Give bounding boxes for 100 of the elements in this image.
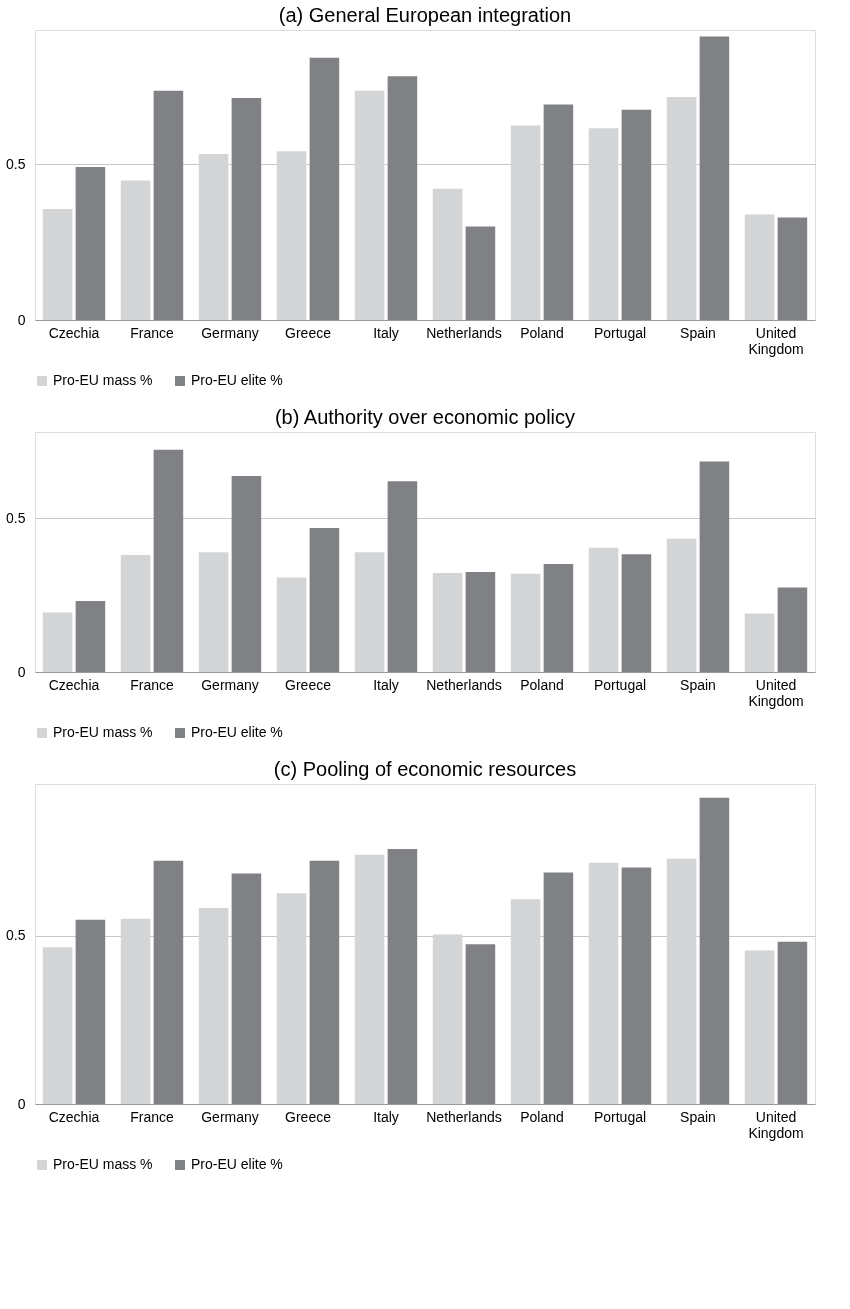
bar [543, 104, 574, 320]
bar [153, 90, 184, 320]
legend-label: Pro-EU elite % [191, 724, 283, 740]
bar [75, 600, 106, 672]
bar [387, 76, 418, 320]
bar [588, 862, 619, 1104]
y-tick-label: 0 [17, 663, 26, 680]
bar [276, 151, 307, 320]
bar [510, 125, 541, 320]
y-tick-label: 0.5 [6, 509, 26, 526]
x-tick-label: Netherlands [426, 1108, 502, 1125]
bar [75, 919, 106, 1104]
bar [432, 188, 463, 320]
bar [387, 481, 418, 672]
legend-label: Pro-EU mass % [53, 724, 153, 740]
y-tick-label: 0 [17, 1095, 26, 1112]
x-tick-label: United Kingdom [748, 676, 804, 709]
bar [666, 97, 697, 320]
x-tick-label: Spain [680, 676, 716, 693]
x-tick-label: Poland [520, 1108, 564, 1125]
bar [543, 564, 574, 672]
bar [621, 867, 652, 1104]
bar [744, 613, 775, 672]
x-tick-label: Poland [520, 324, 564, 341]
x-tick-label: United Kingdom [748, 324, 804, 357]
bar [42, 208, 73, 320]
bar [465, 944, 496, 1104]
bar [777, 217, 808, 320]
chart-title: (c) Pooling of economic resources [273, 758, 577, 780]
bar [153, 449, 184, 672]
legend-label: Pro-EU elite % [191, 372, 283, 388]
x-tick-label: France [130, 676, 174, 693]
x-tick-label: Portugal [593, 676, 647, 693]
x-tick-label: Greece [285, 676, 332, 693]
x-tick-label: Spain [680, 324, 716, 341]
bar [276, 577, 307, 672]
x-tick-label: France [130, 324, 174, 341]
x-tick-label: Germany [201, 676, 259, 693]
bar [354, 90, 385, 320]
bar [231, 476, 262, 672]
bar [120, 555, 151, 672]
bar [510, 899, 541, 1104]
x-tick-label: Greece [285, 1108, 332, 1125]
chart-title: (a) General European integration [278, 4, 572, 26]
x-tick-label: Germany [201, 324, 259, 341]
chart-title: (b) Authority over economic policy [274, 406, 576, 428]
bar [666, 538, 697, 672]
bar [699, 797, 730, 1104]
bar [231, 873, 262, 1104]
bar [432, 934, 463, 1104]
bar [120, 918, 151, 1104]
bar [744, 214, 775, 320]
bar [777, 941, 808, 1104]
bar [465, 226, 496, 320]
x-tick-label: Italy [373, 1108, 399, 1125]
x-tick-label: France [130, 1108, 174, 1125]
bar [465, 572, 496, 672]
bar [198, 552, 229, 672]
x-tick-label: Spain [680, 1108, 716, 1125]
bar [744, 950, 775, 1104]
bar [510, 573, 541, 672]
bar [153, 860, 184, 1104]
x-tick-label: Czechia [48, 1108, 100, 1125]
bar [42, 947, 73, 1104]
bar [198, 907, 229, 1104]
legend-label: Pro-EU mass % [53, 1156, 153, 1172]
bar [666, 858, 697, 1104]
bar [543, 872, 574, 1104]
bar [120, 180, 151, 320]
bar [588, 547, 619, 672]
y-tick-label: 0.5 [6, 155, 26, 172]
bar [387, 849, 418, 1104]
legend-label: Pro-EU elite % [191, 1156, 283, 1172]
bar [309, 860, 340, 1104]
y-tick-label: 0.5 [6, 927, 26, 944]
x-tick-label: Czechia [48, 324, 100, 341]
bar [354, 552, 385, 672]
legend-label: Pro-EU mass % [53, 372, 153, 388]
x-tick-label: Portugal [593, 324, 647, 341]
bar [42, 612, 73, 672]
x-tick-label: Netherlands [426, 676, 502, 693]
bar [588, 128, 619, 320]
bar [231, 97, 262, 320]
x-tick-label: Germany [201, 1108, 259, 1125]
bar [621, 109, 652, 320]
bar [354, 854, 385, 1104]
bar [198, 154, 229, 320]
bar [699, 461, 730, 672]
bar [777, 587, 808, 672]
bar [621, 554, 652, 672]
bar [432, 572, 463, 672]
bar [309, 528, 340, 672]
x-tick-label: Italy [373, 676, 399, 693]
bar [699, 36, 730, 320]
x-tick-label: Greece [285, 324, 332, 341]
x-tick-label: Italy [373, 324, 399, 341]
x-tick-label: Portugal [593, 1108, 647, 1125]
x-tick-label: United Kingdom [748, 1108, 804, 1141]
x-tick-label: Netherlands [426, 324, 502, 341]
bar [75, 166, 106, 320]
